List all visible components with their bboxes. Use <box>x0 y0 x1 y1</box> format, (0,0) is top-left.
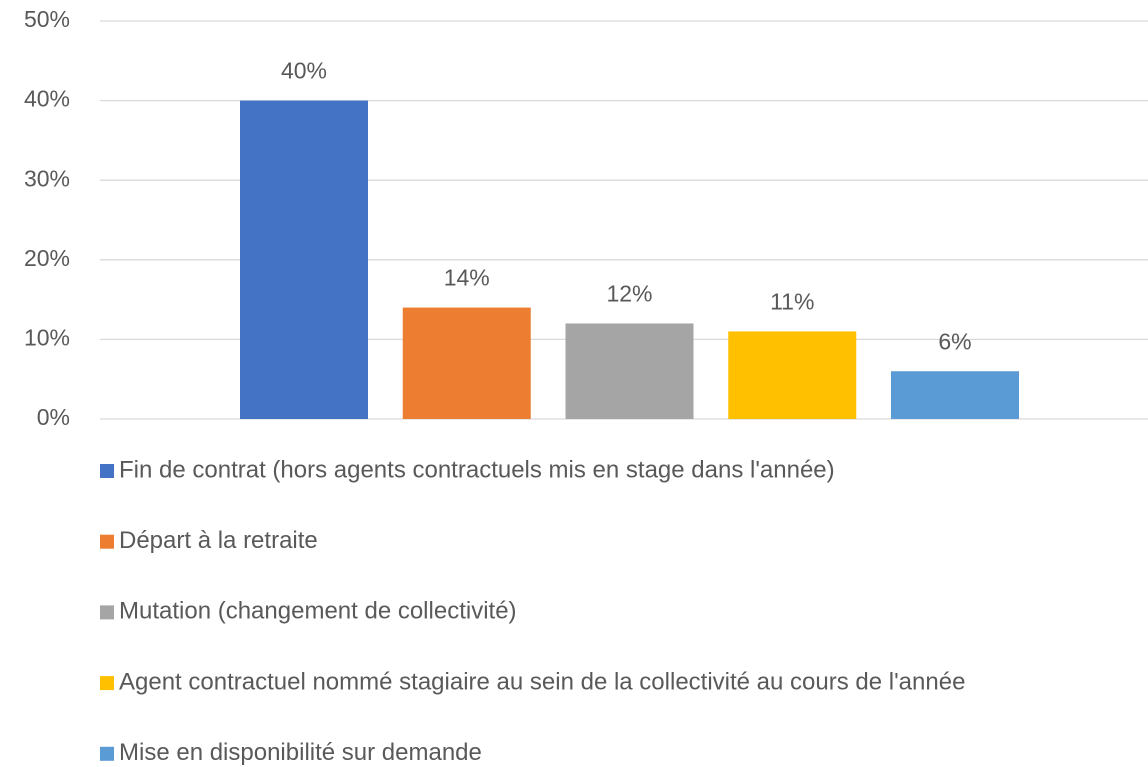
data-label: 11% <box>770 289 814 315</box>
data-label: 40% <box>281 58 327 84</box>
legend-swatch <box>100 605 114 620</box>
legend-label: Mutation (changement de collectivité) <box>119 598 517 625</box>
y-tick-label: 40% <box>24 86 70 112</box>
legend-swatch <box>100 534 114 549</box>
bar <box>565 323 694 419</box>
y-tick-label: 20% <box>24 245 70 271</box>
y-tick-label: 30% <box>24 165 70 191</box>
y-tick-label: 0% <box>37 404 70 430</box>
legend-label: Mise en disponibilité sur demande <box>119 739 482 766</box>
legend-swatch <box>100 676 114 691</box>
data-label: 14% <box>444 265 490 291</box>
y-tick-label: 50% <box>24 6 70 32</box>
data-label: 6% <box>938 328 971 354</box>
legend-swatch <box>100 746 114 761</box>
legend-label: Départ à la retraite <box>119 527 318 554</box>
y-tick-label: 10% <box>24 324 70 350</box>
legend-label: Agent contractuel nommé stagiaire au sei… <box>119 668 965 695</box>
bar <box>240 100 368 419</box>
bar <box>402 307 531 419</box>
bar <box>891 371 1019 419</box>
legend-label: Fin de contrat (hors agents contractuels… <box>119 456 835 483</box>
legend-swatch <box>100 464 114 478</box>
bar <box>728 331 857 419</box>
data-label: 12% <box>606 281 652 307</box>
